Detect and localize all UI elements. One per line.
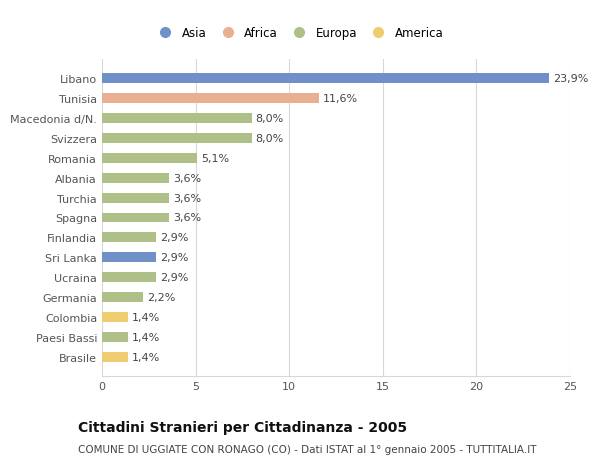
Text: 1,4%: 1,4% <box>132 352 160 362</box>
Bar <box>102 153 197 163</box>
Text: 2,9%: 2,9% <box>160 233 188 243</box>
Bar <box>102 273 156 283</box>
Bar <box>102 74 550 84</box>
Legend: Asia, Africa, Europa, America: Asia, Africa, Europa, America <box>151 24 446 42</box>
Text: 2,2%: 2,2% <box>147 292 175 302</box>
Text: 3,6%: 3,6% <box>173 193 201 203</box>
Bar <box>102 332 128 342</box>
Bar <box>102 193 169 203</box>
Text: 11,6%: 11,6% <box>323 94 358 104</box>
Bar <box>102 213 169 223</box>
Text: 1,4%: 1,4% <box>132 332 160 342</box>
Text: 23,9%: 23,9% <box>553 74 589 84</box>
Text: 1,4%: 1,4% <box>132 312 160 322</box>
Bar <box>102 312 128 322</box>
Text: 2,9%: 2,9% <box>160 253 188 263</box>
Text: 5,1%: 5,1% <box>201 153 229 163</box>
Text: 3,6%: 3,6% <box>173 213 201 223</box>
Bar <box>102 352 128 362</box>
Bar <box>102 292 143 302</box>
Bar <box>102 253 156 263</box>
Bar <box>102 174 169 183</box>
Text: 8,0%: 8,0% <box>256 134 284 144</box>
Bar <box>102 114 252 124</box>
Bar <box>102 134 252 144</box>
Text: 8,0%: 8,0% <box>256 114 284 124</box>
Text: 2,9%: 2,9% <box>160 273 188 283</box>
Bar <box>102 94 319 104</box>
Text: 3,6%: 3,6% <box>173 174 201 183</box>
Bar <box>102 233 156 243</box>
Text: COMUNE DI UGGIATE CON RONAGO (CO) - Dati ISTAT al 1° gennaio 2005 - TUTTITALIA.I: COMUNE DI UGGIATE CON RONAGO (CO) - Dati… <box>78 444 536 454</box>
Text: Cittadini Stranieri per Cittadinanza - 2005: Cittadini Stranieri per Cittadinanza - 2… <box>78 420 407 434</box>
